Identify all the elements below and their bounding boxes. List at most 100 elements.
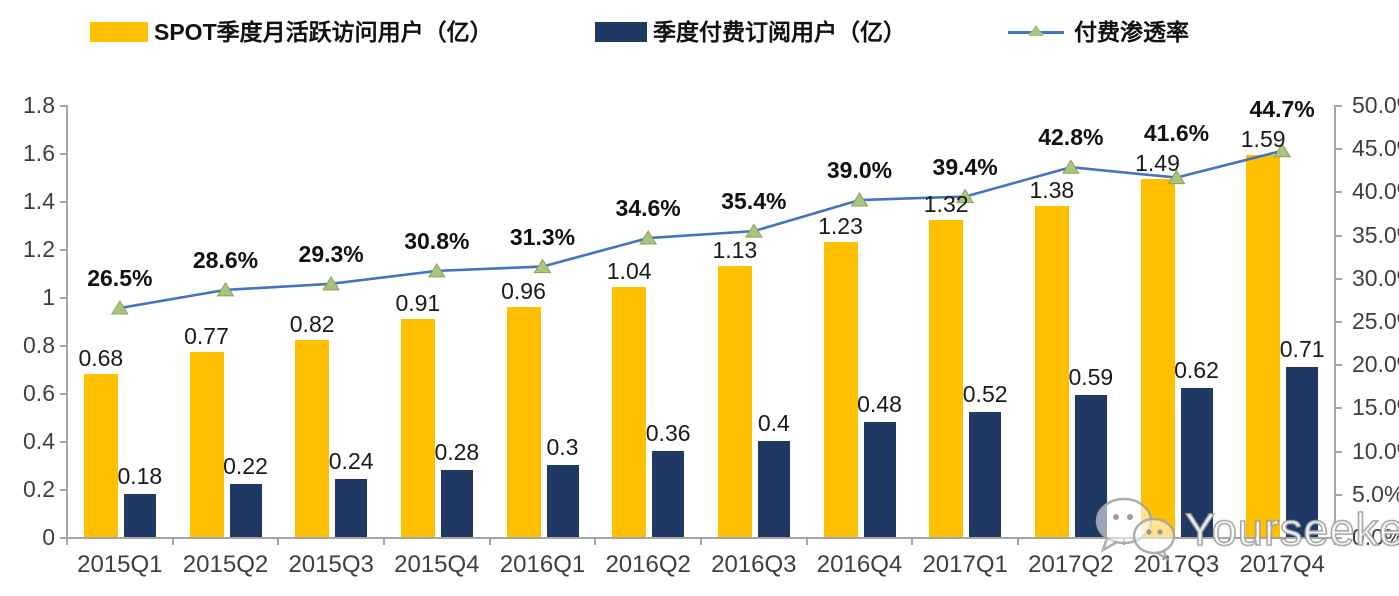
subscribers-value-label: 0.59 bbox=[1068, 364, 1114, 391]
left-axis-tick-label: 1 bbox=[42, 284, 55, 310]
x-axis-tick bbox=[1228, 537, 1231, 545]
x-axis-tick bbox=[594, 537, 597, 545]
x-axis-tick bbox=[66, 537, 68, 545]
subscribers-value-label: 0.52 bbox=[962, 381, 1008, 408]
subscribers-bar bbox=[863, 421, 896, 537]
right-axis-tick-label: 20.0% bbox=[1352, 351, 1399, 378]
right-axis-tick-label: 45.0% bbox=[1352, 135, 1399, 162]
x-axis-category-label: 2017Q1 bbox=[922, 551, 1008, 578]
penetration-value-label: 41.6% bbox=[1143, 120, 1210, 147]
subscribers-bar bbox=[546, 465, 579, 537]
triangle-marker bbox=[639, 230, 658, 245]
x-axis-tick bbox=[1017, 537, 1019, 545]
mau-bar bbox=[506, 306, 541, 537]
subscribers-bar bbox=[440, 469, 473, 537]
x-axis-tick bbox=[488, 537, 491, 545]
triangle-marker bbox=[850, 192, 869, 207]
mau-legend-swatch bbox=[90, 22, 148, 42]
right-axis-tick bbox=[1335, 407, 1342, 410]
subscribers-value-label: 0.36 bbox=[645, 419, 691, 446]
mau-bar bbox=[929, 220, 964, 537]
subscribers-value-label: 0.48 bbox=[857, 390, 902, 417]
left-axis-tick-label: 0 bbox=[42, 524, 55, 550]
watermark: Yourseeker bbox=[1093, 494, 1399, 566]
mau-bar bbox=[189, 352, 224, 537]
x-axis-category-label: 2016Q2 bbox=[605, 551, 691, 578]
left-axis-tick bbox=[60, 153, 67, 155]
x-axis-tick bbox=[700, 537, 702, 545]
left-axis-tick bbox=[60, 537, 67, 539]
right-axis-tick bbox=[1335, 321, 1342, 323]
triangle-marker-icon bbox=[1028, 25, 1044, 36]
watermark-text: Yourseeker bbox=[1184, 503, 1399, 556]
x-axis-tick bbox=[805, 537, 808, 545]
triangle-marker bbox=[110, 300, 129, 315]
left-axis-tick bbox=[60, 249, 67, 251]
left-axis-tick-label: 0.4 bbox=[23, 428, 55, 454]
triangle-marker bbox=[1061, 159, 1080, 174]
right-axis-tick-label: 15.0% bbox=[1352, 394, 1399, 421]
right-axis-tick bbox=[1335, 191, 1342, 194]
legend-item-penetration: 付费渗透率 bbox=[1008, 19, 1189, 45]
right-axis-tick-label: 10.0% bbox=[1352, 437, 1399, 464]
mau-value-label: 0.82 bbox=[289, 311, 335, 338]
penetration-value-label: 26.5% bbox=[87, 265, 153, 292]
mau-bar bbox=[400, 318, 435, 537]
penetration-value-label: 29.3% bbox=[298, 240, 364, 267]
right-axis-tick bbox=[1335, 364, 1342, 367]
left-axis-tick bbox=[60, 393, 67, 395]
x-axis-category-label: 2015Q1 bbox=[77, 551, 163, 578]
penetration-value-label: 34.6% bbox=[615, 195, 681, 222]
subscribers-value-label: 0.28 bbox=[434, 438, 480, 465]
subscribers-legend-label: 季度付费订阅用户（亿） bbox=[653, 19, 906, 45]
x-axis-category-label: 2016Q4 bbox=[816, 551, 903, 578]
right-axis-tick bbox=[1335, 537, 1342, 539]
mau-bar bbox=[823, 241, 858, 537]
mau-value-label: 1.04 bbox=[606, 258, 652, 285]
x-axis-category-label: 2016Q1 bbox=[499, 551, 586, 578]
right-axis-tick-label: 35.0% bbox=[1352, 221, 1399, 248]
mau-legend-label: SPOT季度月活跃访问用户（亿） bbox=[154, 19, 493, 45]
penetration-value-label: 44.7% bbox=[1249, 96, 1315, 123]
mau-bar bbox=[612, 287, 647, 537]
triangle-marker bbox=[533, 258, 552, 274]
penetration-value-label: 39.0% bbox=[826, 157, 893, 184]
x-axis-category-label: 2015Q2 bbox=[182, 551, 269, 578]
penetration-value-label: 39.4% bbox=[932, 153, 998, 180]
right-axis-tick bbox=[1335, 105, 1342, 107]
right-axis-tick bbox=[1335, 493, 1342, 496]
mau-bar bbox=[83, 373, 118, 537]
left-axis-tick-label: 0.6 bbox=[23, 380, 55, 406]
mau-value-label: 0.77 bbox=[184, 323, 229, 350]
left-axis-tick bbox=[60, 201, 67, 203]
subscribers-bar bbox=[969, 412, 1002, 537]
x-axis-category-label: 2015Q3 bbox=[288, 551, 374, 578]
mau-value-label: 1.13 bbox=[712, 236, 758, 263]
mau-bar bbox=[295, 340, 330, 537]
subscribers-bar bbox=[229, 484, 262, 537]
right-axis-tick-label: 5.0% bbox=[1352, 480, 1399, 507]
left-axis-tick bbox=[60, 297, 67, 299]
triangle-marker bbox=[322, 275, 341, 291]
x-axis-category-label: 2017Q2 bbox=[1028, 551, 1114, 578]
right-axis-tick bbox=[1335, 234, 1342, 237]
x-axis-tick bbox=[1334, 537, 1336, 545]
mau-bar bbox=[717, 265, 752, 537]
left-axis-tick bbox=[60, 441, 67, 443]
mau-value-label: 1.59 bbox=[1240, 126, 1286, 153]
left-axis-tick-label: 0.8 bbox=[23, 332, 55, 358]
subscribers-legend-swatch bbox=[595, 22, 647, 42]
right-axis-tick-label: 25.0% bbox=[1352, 308, 1399, 334]
right-axis-tick-label: 30.0% bbox=[1352, 264, 1399, 291]
subscribers-bar bbox=[1180, 388, 1213, 537]
x-axis-category-label: 2017Q4 bbox=[1239, 551, 1325, 578]
triangle-marker bbox=[427, 262, 446, 278]
triangle-marker bbox=[216, 281, 235, 297]
left-axis-tick-label: 1.2 bbox=[23, 236, 55, 262]
wechat-icon bbox=[1095, 497, 1176, 563]
subscribers-value-label: 0.22 bbox=[223, 453, 268, 480]
left-axis-tick-label: 1.6 bbox=[23, 140, 55, 166]
x-axis-category-label: 2017Q3 bbox=[1133, 551, 1220, 578]
penetration-legend-marker bbox=[1008, 22, 1064, 42]
